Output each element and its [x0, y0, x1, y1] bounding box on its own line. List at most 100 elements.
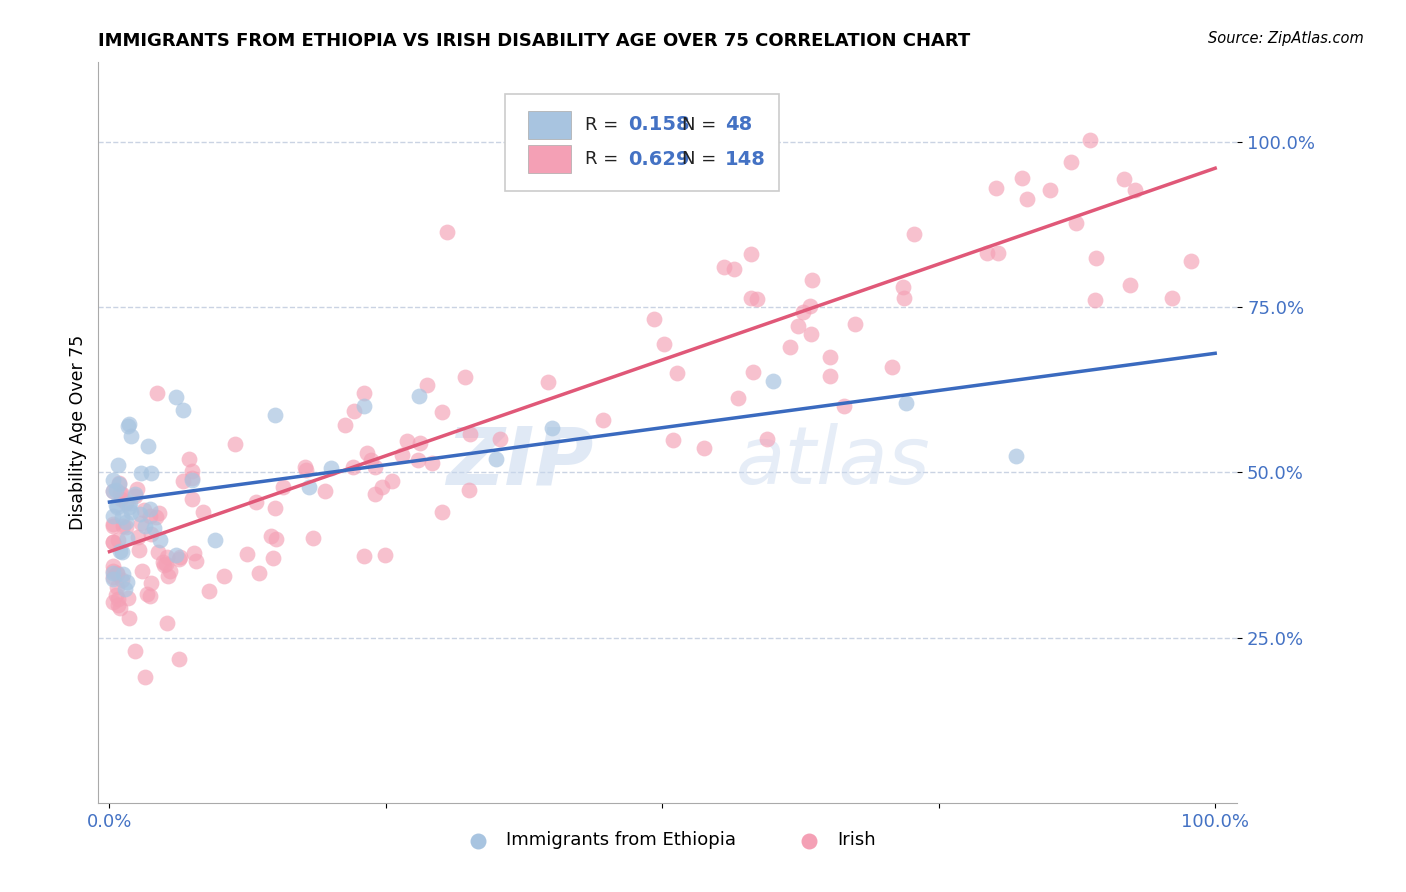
- Point: [295, 463, 318, 477]
- Point: [844, 317, 866, 331]
- Point: [416, 377, 439, 392]
- Point: [453, 370, 475, 384]
- Point: [105, 566, 128, 580]
- Point: [832, 399, 855, 413]
- Point: [184, 554, 207, 568]
- Point: [124, 489, 146, 503]
- Point: [156, 549, 179, 564]
- Point: [742, 365, 765, 379]
- Point: [723, 262, 745, 277]
- Point: [105, 483, 128, 497]
- Point: [799, 299, 821, 313]
- Point: [343, 404, 366, 418]
- Point: [1015, 192, 1038, 206]
- Point: [105, 566, 128, 581]
- Point: [101, 572, 124, 586]
- Point: [301, 531, 323, 545]
- Point: [747, 292, 769, 306]
- Point: [893, 291, 915, 305]
- Point: [1180, 253, 1202, 268]
- Point: [103, 473, 125, 487]
- Point: [129, 507, 152, 521]
- Point: [181, 471, 204, 485]
- Point: [740, 246, 762, 260]
- Point: [986, 181, 1008, 195]
- Point: [128, 543, 150, 558]
- Point: [537, 375, 560, 389]
- Text: R =: R =: [585, 151, 624, 169]
- Point: [755, 432, 778, 446]
- Point: [381, 474, 404, 488]
- Point: [143, 521, 166, 535]
- Point: [692, 441, 714, 455]
- Point: [198, 584, 221, 599]
- Point: [120, 505, 142, 519]
- Point: [204, 533, 226, 547]
- Point: [107, 458, 129, 472]
- Point: [101, 535, 124, 549]
- FancyBboxPatch shape: [505, 94, 779, 191]
- Text: R =: R =: [585, 116, 624, 134]
- Point: [432, 405, 454, 419]
- Point: [818, 351, 841, 365]
- Point: [101, 508, 124, 523]
- Point: [353, 386, 375, 401]
- Text: 0.158: 0.158: [628, 115, 689, 134]
- Point: [374, 548, 396, 562]
- Point: [1084, 251, 1107, 265]
- Point: [145, 386, 167, 401]
- Point: [264, 532, 287, 546]
- Point: [294, 460, 316, 475]
- Point: [108, 477, 131, 491]
- Point: [987, 245, 1010, 260]
- Point: [134, 518, 156, 533]
- Point: [125, 482, 148, 496]
- Point: [111, 544, 134, 558]
- Point: [262, 550, 284, 565]
- Point: [101, 484, 124, 499]
- Point: [152, 555, 174, 569]
- Point: [592, 413, 614, 427]
- Point: [191, 505, 214, 519]
- Point: [264, 501, 287, 516]
- Point: [111, 573, 134, 587]
- Point: [111, 566, 134, 581]
- Point: [224, 437, 246, 451]
- Point: [115, 496, 138, 510]
- Point: [145, 510, 167, 524]
- Point: [136, 587, 159, 601]
- Point: [107, 591, 129, 606]
- Point: [662, 433, 685, 447]
- Point: [101, 559, 124, 574]
- Text: N =: N =: [682, 151, 721, 169]
- Point: [183, 545, 205, 559]
- Point: [159, 565, 181, 579]
- Point: [1011, 170, 1033, 185]
- Point: [167, 652, 190, 666]
- Point: [114, 582, 136, 596]
- FancyBboxPatch shape: [527, 111, 571, 138]
- Point: [1078, 133, 1101, 147]
- Point: [165, 548, 187, 562]
- Point: [139, 502, 162, 516]
- Point: [1112, 172, 1135, 186]
- Point: [264, 409, 287, 423]
- Point: [247, 566, 270, 580]
- Point: [108, 601, 131, 615]
- Point: [976, 245, 998, 260]
- Point: [1064, 215, 1087, 229]
- Point: [409, 435, 432, 450]
- Point: [353, 399, 375, 413]
- Point: [1060, 154, 1083, 169]
- Point: [740, 291, 762, 305]
- Point: [165, 390, 187, 404]
- Point: [314, 484, 336, 499]
- Point: [131, 564, 153, 578]
- Point: [117, 531, 139, 545]
- Y-axis label: Disability Age Over 75: Disability Age Over 75: [69, 335, 87, 530]
- Legend: Immigrants from Ethiopia, Irish: Immigrants from Ethiopia, Irish: [453, 824, 883, 856]
- Point: [180, 465, 202, 479]
- Point: [353, 549, 375, 563]
- Point: [104, 499, 127, 513]
- Point: [129, 516, 152, 531]
